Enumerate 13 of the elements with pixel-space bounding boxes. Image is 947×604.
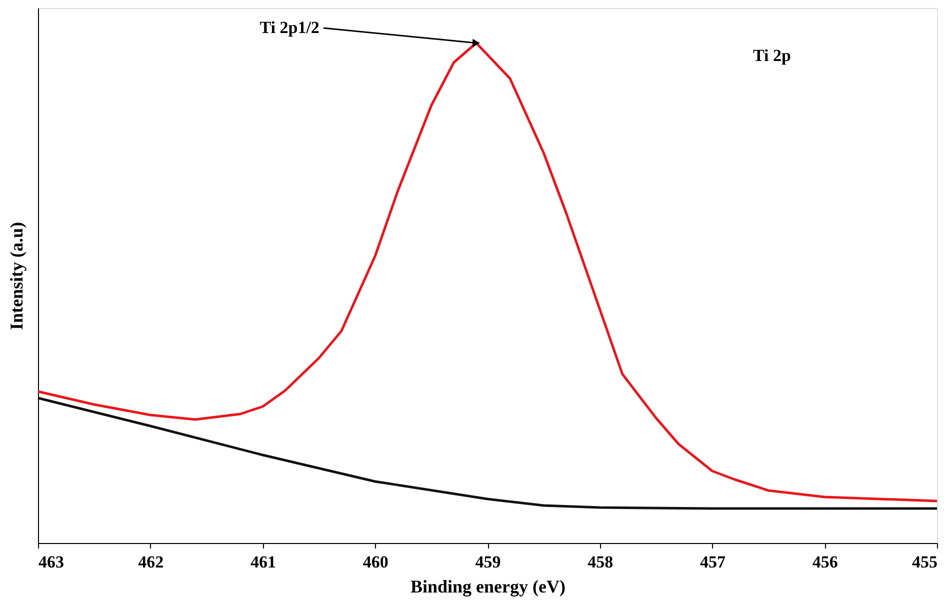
x-tick-label: 457: [700, 552, 726, 572]
x-tick-label: 462: [138, 552, 164, 572]
x-tick-label: 460: [362, 552, 388, 572]
x-tick-label: 461: [250, 552, 276, 572]
x-tick-label: 458: [588, 552, 614, 572]
x-axis-title: Binding energy (eV): [410, 576, 566, 596]
annotation: Ti 2p: [753, 46, 791, 65]
x-tick-label: 455: [912, 552, 938, 572]
annotation: Ti 2p1/2: [260, 18, 320, 37]
x-tick-label: 459: [475, 552, 501, 572]
x-tick-label: 463: [38, 552, 64, 572]
y-axis-title: Intensity (a.u): [6, 222, 26, 330]
x-tick-label: 456: [812, 552, 838, 572]
